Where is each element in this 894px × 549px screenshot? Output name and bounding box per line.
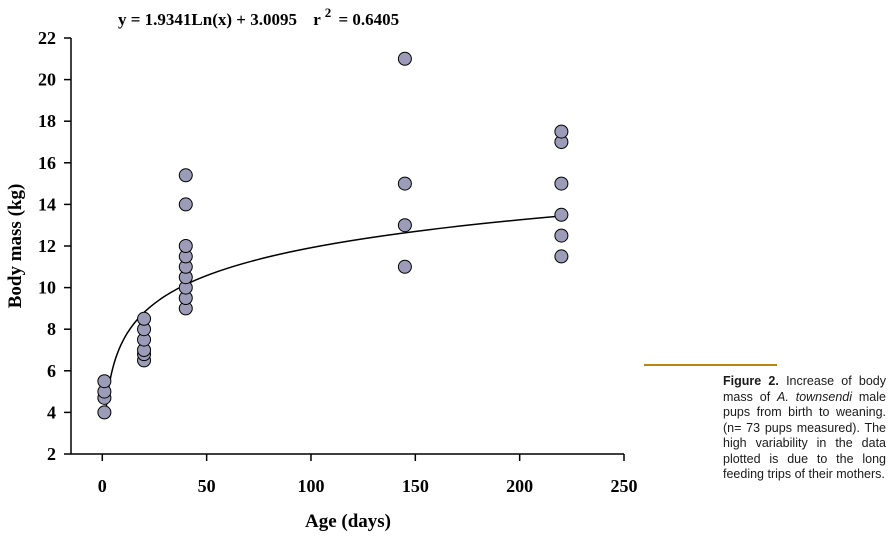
y-tick-label: 12	[38, 236, 56, 256]
data-point	[178, 197, 193, 212]
y-tick-label: 18	[38, 111, 56, 131]
data-point	[554, 176, 569, 191]
data-point	[397, 218, 412, 233]
x-tick-label: 100	[297, 476, 324, 496]
data-point	[554, 228, 569, 243]
data-points	[97, 51, 569, 420]
data-point	[554, 124, 569, 139]
x-tick-label: 200	[506, 476, 533, 496]
x-ticks: 0 50 100 150 200 250	[98, 454, 638, 496]
data-point	[397, 51, 412, 66]
data-point	[397, 259, 412, 274]
species-name: A. townsendi	[777, 389, 853, 404]
y-axis-label: Body mass (kg)	[5, 184, 26, 309]
figure-caption: Figure 2. Increase of body mass of A. to…	[723, 374, 886, 483]
caption-divider	[644, 364, 777, 366]
x-tick-label: 50	[198, 476, 216, 496]
data-point	[554, 207, 569, 222]
x-tick-label: 0	[98, 476, 107, 496]
data-point	[97, 374, 112, 389]
x-tick-label: 150	[402, 476, 429, 496]
data-point	[554, 249, 569, 264]
y-tick-label: 20	[38, 70, 56, 90]
y-tick-label: 22	[38, 28, 56, 48]
y-tick-label: 16	[38, 153, 56, 173]
chart-title: y = 1.9341Ln(x) + 3.0095 r 2 = 0.6405	[118, 2, 399, 29]
y-tick-label: 10	[38, 278, 56, 298]
y-tick-label: 4	[47, 402, 56, 422]
trendline	[104, 215, 562, 417]
caption-text-after: male pups from birth to weaning. (n= 73 …	[723, 389, 886, 482]
y-ticks: 2 4 6 8 10 12 14 16 18 20 22	[38, 28, 71, 464]
data-point	[397, 176, 412, 191]
y-tick-label: 14	[38, 194, 56, 214]
x-tick-label: 250	[611, 476, 638, 496]
data-point	[178, 239, 193, 253]
caption-text-before: Increase of body mass of	[723, 374, 886, 404]
data-point	[178, 168, 193, 183]
data-point	[97, 405, 112, 420]
y-tick-label: 2	[47, 444, 56, 464]
x-axis-label: Age (days)	[305, 511, 391, 532]
y-tick-label: 6	[47, 361, 56, 381]
figure-label: Figure 2.	[723, 374, 779, 388]
y-tick-label: 8	[47, 319, 56, 339]
data-point	[137, 311, 152, 326]
